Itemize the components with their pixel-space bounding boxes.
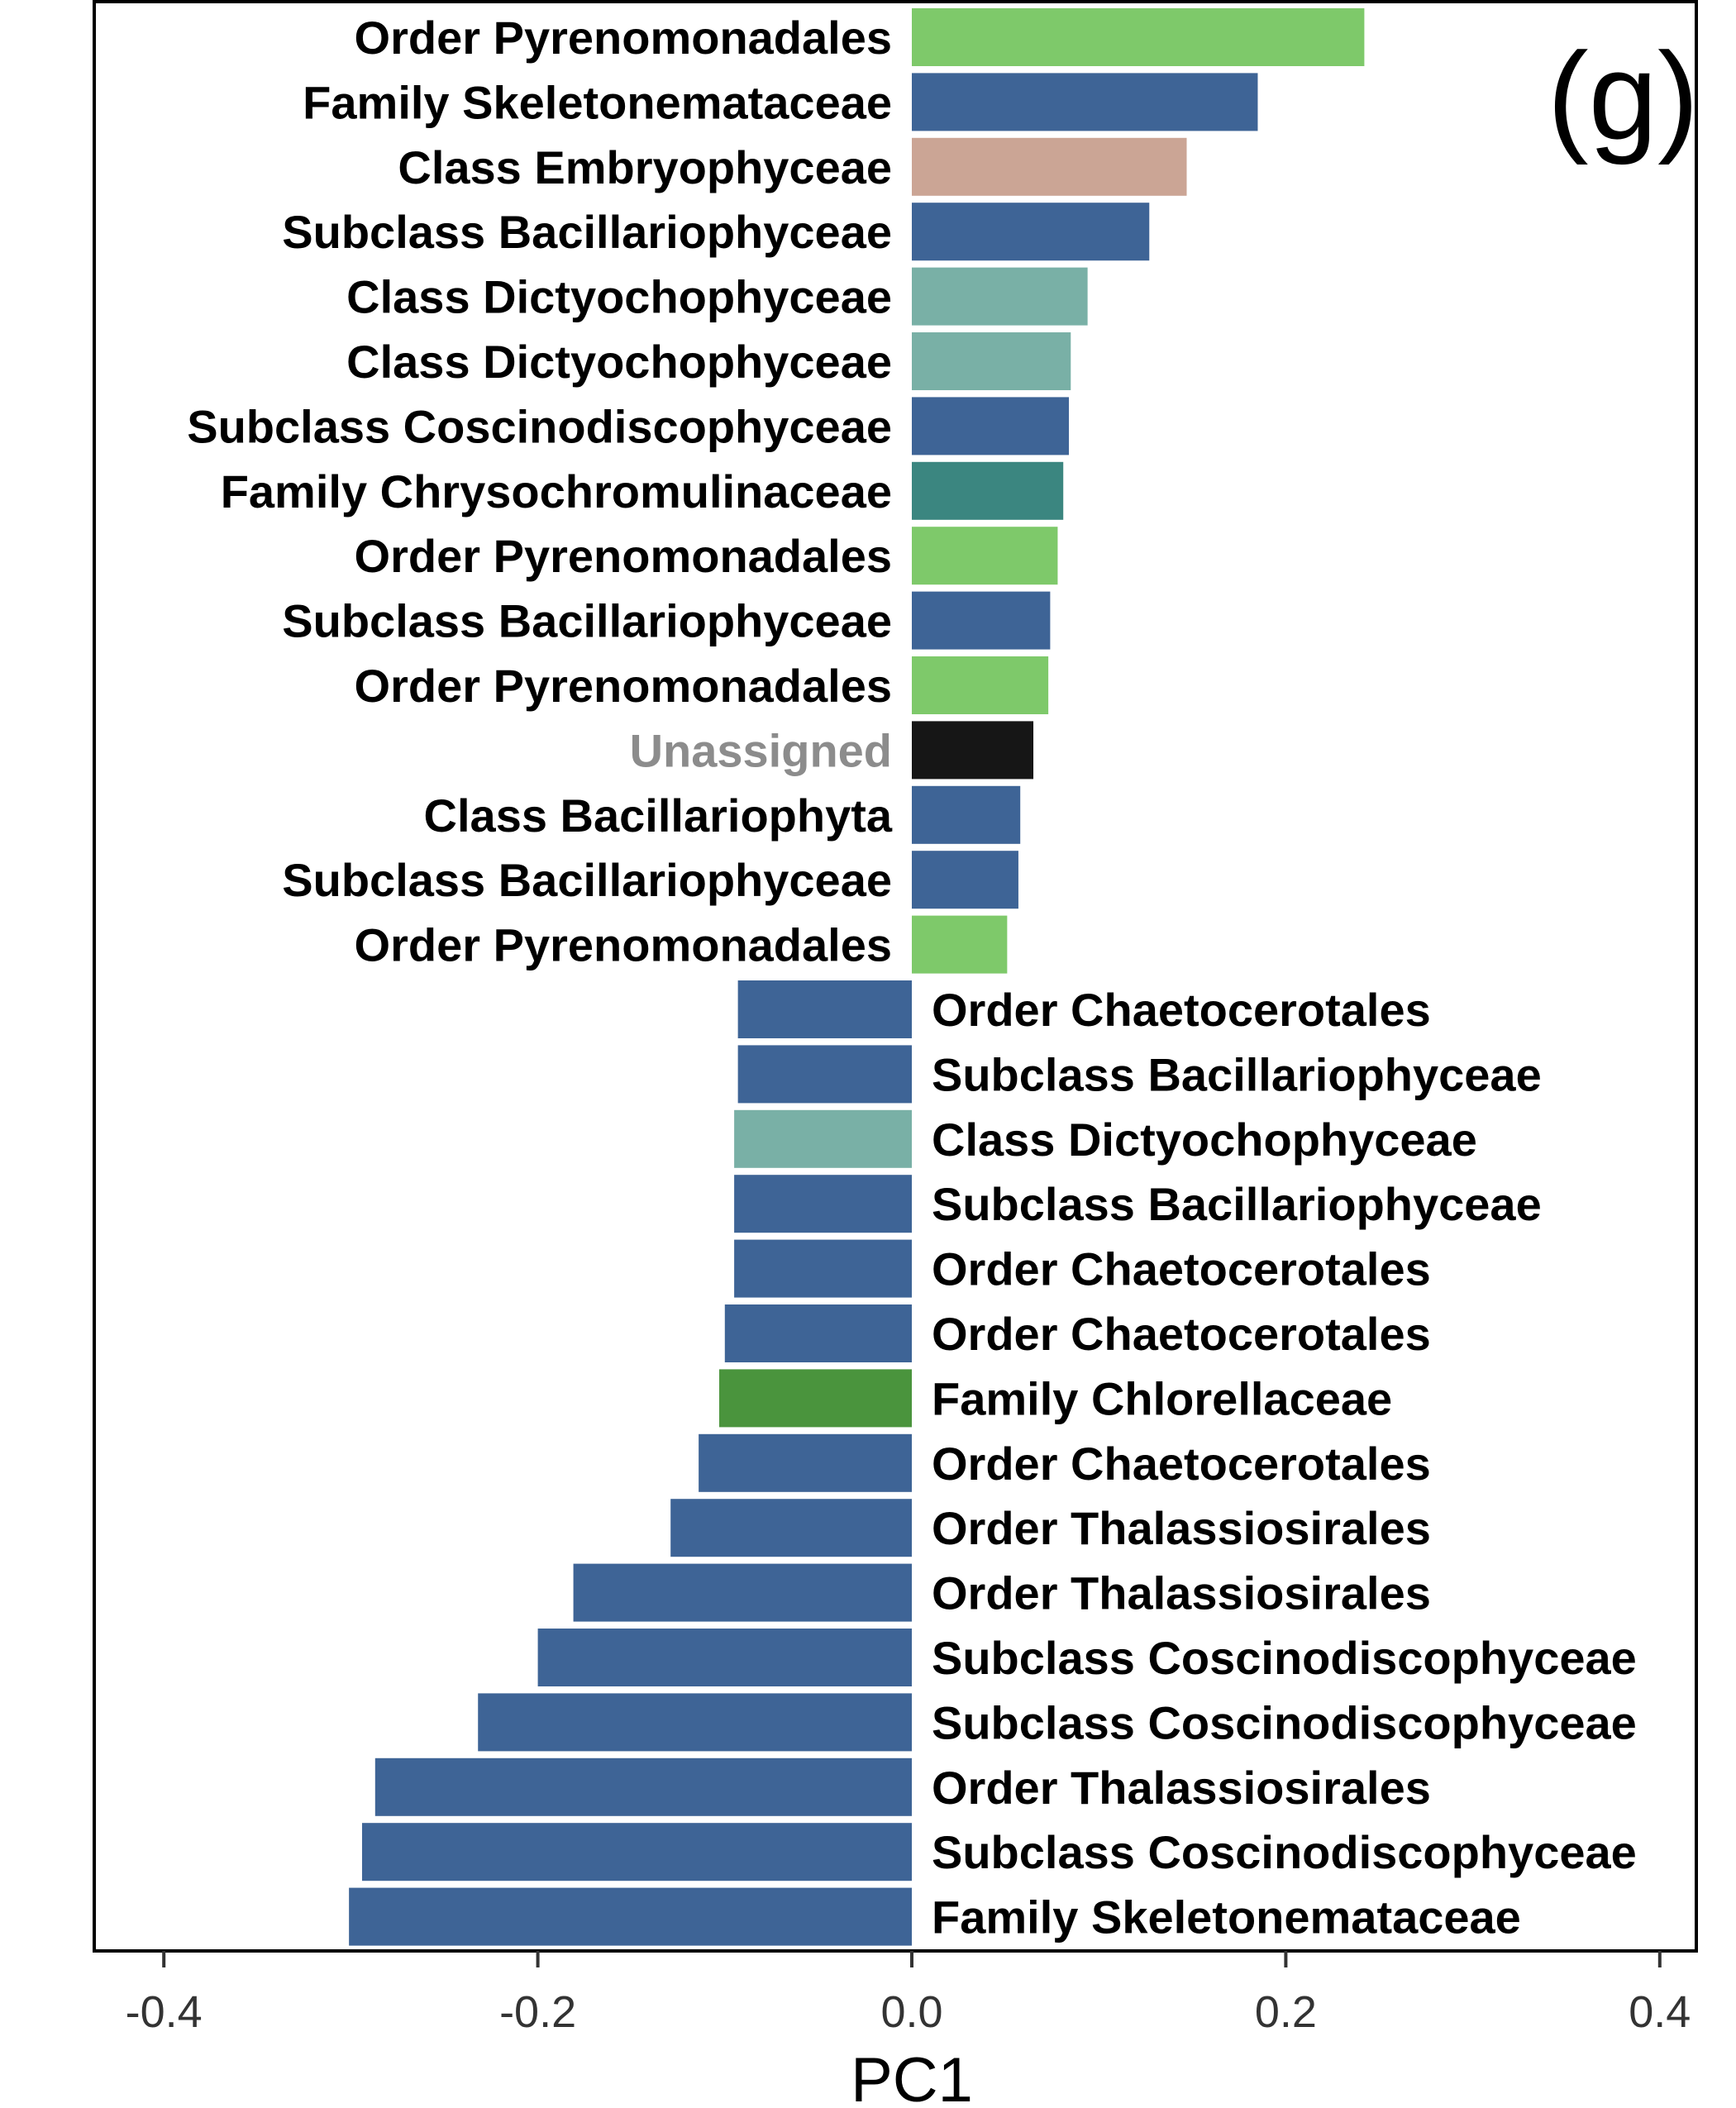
x-tick-label-1: -0.4 — [126, 1987, 203, 2037]
x-tick-label-2: -0.2 — [499, 1987, 576, 2037]
x-tick-label-4: 0.2 — [1255, 1987, 1317, 2037]
bar-label-26: Subclass Coscinodiscophyceae — [932, 1632, 1637, 1684]
bar-label-24: Order Thalassiosirales — [932, 1502, 1431, 1554]
bar-1 — [912, 8, 1365, 66]
bar-29 — [361, 1823, 912, 1881]
bar-28 — [374, 1757, 912, 1816]
bar-label-4: Subclass Bacillariophyceae — [282, 206, 892, 258]
bar-label-6: Class Dictyochophyceae — [346, 336, 892, 388]
bar-4 — [912, 203, 1150, 261]
bar-label-12: Unassigned — [630, 724, 892, 776]
bar-5 — [912, 267, 1088, 326]
bar-16 — [737, 980, 912, 1038]
bar-7 — [912, 397, 1070, 455]
bar-18 — [734, 1109, 912, 1168]
x-tick-label-5: 0.4 — [1629, 1987, 1691, 2037]
bar-9 — [912, 527, 1058, 585]
bar-label-10: Subclass Bacillariophyceae — [282, 595, 892, 647]
bar-30 — [349, 1887, 912, 1946]
bar-2 — [912, 73, 1258, 131]
bars-layer — [349, 8, 1365, 1946]
bar-label-30: Family Skeletonemataceae — [932, 1891, 1521, 1943]
bar-label-5: Class Dictyochophyceae — [346, 271, 892, 323]
bar-labels-layer: Order Pyrenomonadales Family Skeletonemat… — [187, 12, 1637, 1943]
bar-label-18: Class Dictyochophyceae — [932, 1114, 1477, 1166]
plot-frame — [93, 0, 1698, 1953]
bar-label-29: Subclass Coscinodiscophyceae — [932, 1826, 1637, 1878]
bar-label-2: Family Skeletonemataceae — [303, 76, 892, 128]
bar-label-23: Order Chaetocerotales — [932, 1438, 1431, 1490]
bar-10 — [912, 591, 1051, 650]
bar-label-16: Order Chaetocerotales — [932, 984, 1431, 1036]
bar-label-20: Order Chaetocerotales — [932, 1243, 1431, 1295]
bar-label-14: Subclass Bacillariophyceae — [282, 854, 892, 906]
bar-23 — [699, 1433, 912, 1492]
bar-17 — [737, 1045, 912, 1104]
bar-label-19: Subclass Bacillariophyceae — [932, 1178, 1542, 1230]
bar-label-15: Order Pyrenomonadales — [355, 919, 892, 971]
bar-12 — [912, 721, 1034, 780]
bar-label-8: Family Chrysochromulinaceae — [221, 465, 892, 517]
x-axis-title: PC1 — [851, 2045, 973, 2108]
bar-label-7: Subclass Coscinodiscophyceae — [187, 400, 892, 452]
bar-11 — [912, 656, 1049, 714]
bar-label-13: Class Bacillariophyta — [424, 789, 893, 842]
bar-13 — [912, 785, 1021, 844]
bar-21 — [724, 1304, 912, 1362]
bar-label-3: Class Embryophyceae — [398, 141, 892, 193]
bar-label-28: Order Thalassiosirales — [932, 1762, 1431, 1814]
x-tick-label-3: 0.0 — [880, 1987, 942, 2037]
bar-label-21: Order Chaetocerotales — [932, 1308, 1431, 1360]
bar-14 — [912, 851, 1018, 909]
bar-label-22: Family Chlorellaceae — [932, 1372, 1392, 1424]
bar-label-9: Order Pyrenomonadales — [355, 530, 892, 582]
bar-label-27: Subclass Coscinodiscophyceae — [932, 1696, 1637, 1748]
bar-22 — [719, 1369, 912, 1428]
bar-label-25: Order Thalassiosirales — [932, 1567, 1431, 1619]
bar-3 — [912, 137, 1187, 196]
bar-26 — [537, 1629, 912, 1686]
bar-19 — [734, 1175, 912, 1233]
bar-6 — [912, 332, 1071, 390]
bar-15 — [912, 915, 1008, 974]
bar-20 — [734, 1239, 912, 1298]
x-axis-ticks: -0.4 -0.2 0.0 0.2 0.4 — [126, 1951, 1691, 2037]
bar-27 — [478, 1693, 912, 1752]
bar-label-17: Subclass Bacillariophyceae — [932, 1048, 1542, 1100]
bar-label-1: Order Pyrenomonadales — [355, 12, 892, 64]
panel-label: (g) — [1548, 26, 1699, 165]
bar-label-11: Order Pyrenomonadales — [355, 660, 892, 712]
bar-24 — [670, 1499, 912, 1557]
bar-8 — [912, 461, 1064, 520]
bar-25 — [573, 1563, 912, 1622]
